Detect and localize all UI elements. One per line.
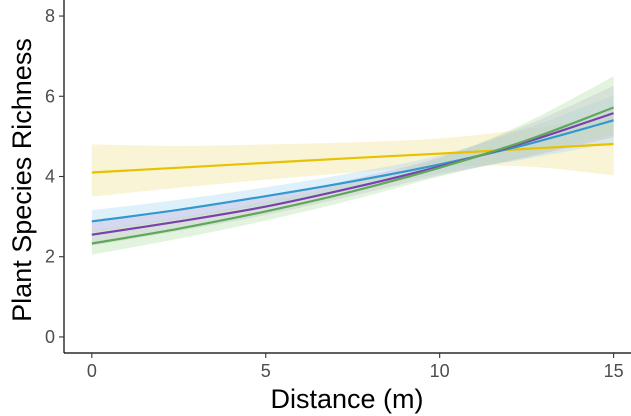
x-axis-ticks: 0 5 10 15 bbox=[87, 353, 624, 381]
x-tick-label: 10 bbox=[430, 361, 450, 381]
x-tick-label: 15 bbox=[604, 361, 624, 381]
series-line-3 bbox=[91, 112, 614, 236]
confidence-ribbon-3 bbox=[91, 85, 614, 246]
series-line-1 bbox=[91, 142, 614, 174]
y-axis-ticks: 0 2 4 6 8 bbox=[45, 6, 64, 347]
series-line-4 bbox=[91, 106, 614, 245]
confidence-ribbon-2 bbox=[91, 95, 614, 232]
confidence-ribbons bbox=[91, 76, 614, 255]
y-axis-title: Plant Species Richness bbox=[7, 38, 37, 322]
y-tick-label: 2 bbox=[45, 247, 55, 267]
confidence-ribbon-4 bbox=[91, 76, 614, 255]
x-axis-title: Distance (m) bbox=[270, 384, 423, 414]
y-tick-label: 8 bbox=[45, 6, 55, 26]
series-line-2 bbox=[91, 119, 614, 223]
x-tick-label: 5 bbox=[261, 361, 271, 381]
y-tick-label: 4 bbox=[45, 167, 55, 187]
y-tick-label: 6 bbox=[45, 86, 55, 106]
y-tick-label: 0 bbox=[45, 327, 55, 347]
confidence-ribbon-1 bbox=[91, 115, 614, 197]
series-lines bbox=[91, 106, 614, 245]
x-tick-label: 0 bbox=[87, 361, 97, 381]
